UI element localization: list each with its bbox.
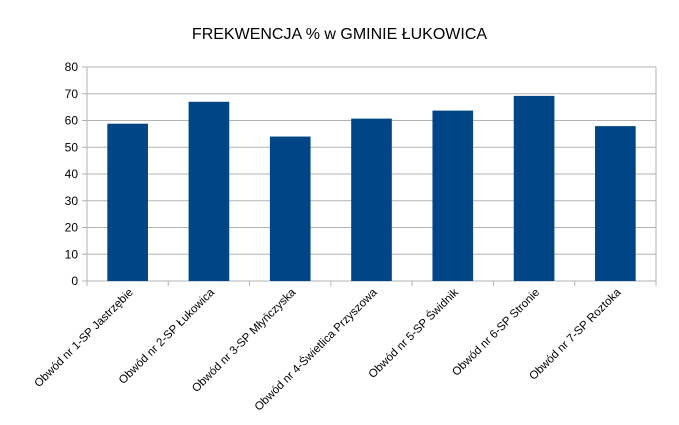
x-tick-label: Obwód nr 5-SP Świdnik xyxy=(366,286,461,381)
y-tick-label: 80 xyxy=(65,60,79,74)
y-tick-label: 10 xyxy=(65,247,79,261)
bar xyxy=(107,123,148,282)
bars xyxy=(107,95,636,282)
x-tick-label: Obwód nr 2-SP Łukowica xyxy=(117,286,218,387)
y-tick-label: 30 xyxy=(65,194,79,208)
x-tick-label: Obwód nr 6-SP Stronie xyxy=(450,287,542,379)
bar xyxy=(513,95,555,281)
bar xyxy=(432,110,474,281)
bar xyxy=(269,136,311,281)
bar xyxy=(351,118,392,281)
y-tick-label: 40 xyxy=(65,167,79,181)
y-tick-label: 70 xyxy=(65,87,79,101)
y-tick-label: 0 xyxy=(71,274,78,288)
bar xyxy=(188,101,230,282)
bar xyxy=(595,126,636,282)
y-tick-labels: 0 10 20 30 40 50 60 70 80 xyxy=(65,60,79,288)
x-tick-label: Obwód nr 7-SP Roztoka xyxy=(527,286,623,382)
axes xyxy=(82,66,657,286)
y-tick-label: 60 xyxy=(65,114,79,128)
y-tick-label: 20 xyxy=(65,221,79,235)
chart-title: FREKWENCJA % w GMINIE ŁUKOWICA xyxy=(191,26,488,43)
y-tick-label: 50 xyxy=(65,140,79,154)
